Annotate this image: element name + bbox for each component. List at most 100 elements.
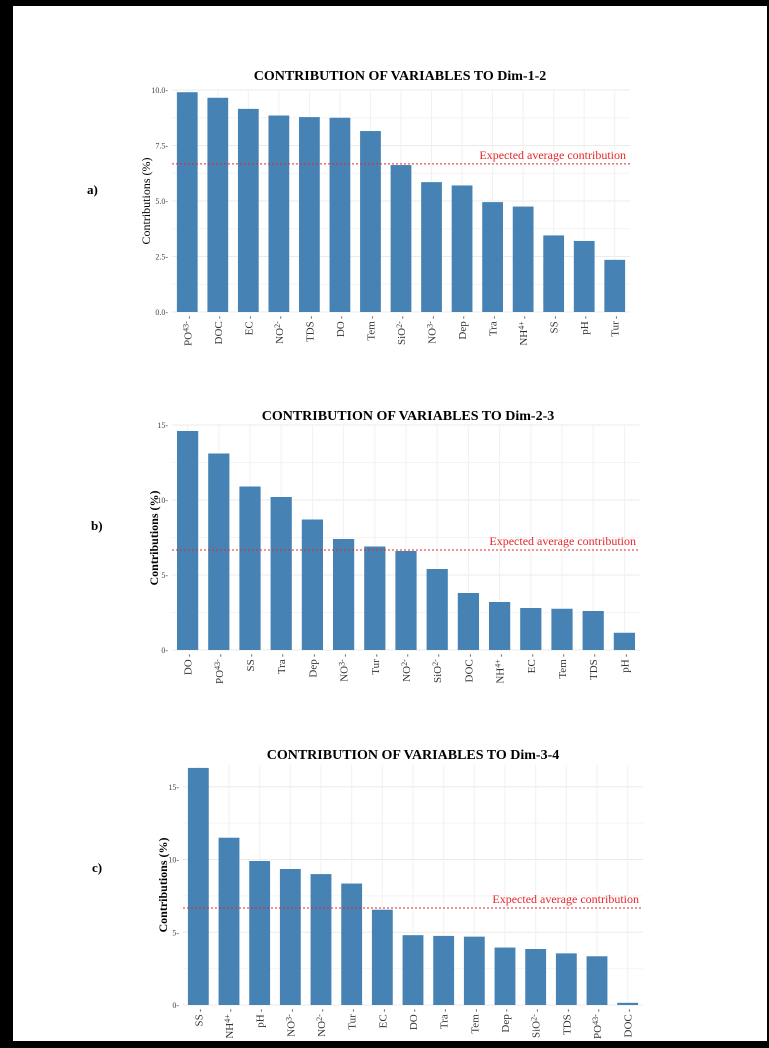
bar xyxy=(239,486,261,650)
x-tick-label: pH - xyxy=(255,1009,267,1028)
x-tick-label: PO43- - xyxy=(591,1009,604,1039)
expected-average-label: Expected average contribution xyxy=(492,892,639,906)
x-tick-label: Dep - xyxy=(457,316,469,340)
bar xyxy=(176,92,198,312)
bar xyxy=(512,206,534,312)
x-tick-label: DOC - xyxy=(463,654,475,682)
x-tick-label: SS - xyxy=(549,316,561,334)
x-tick-label: NO3- - xyxy=(426,316,439,344)
x-tick-label: NO2- - xyxy=(315,1009,328,1037)
bars xyxy=(187,767,639,1005)
x-tick-label: SS - xyxy=(193,1009,205,1027)
bars xyxy=(176,92,626,312)
chart-title: CONTRIBUTION OF VARIABLES TO Dim-2-3 xyxy=(262,409,555,424)
x-tick-label: pH - xyxy=(619,654,631,673)
bar xyxy=(613,632,636,650)
bar xyxy=(341,883,363,1005)
y-axis-label: Contributions (%) xyxy=(139,158,153,245)
chart-panel-c: c) CONTRIBUTION OF VARIABLES TO Dim-3-4 E… xyxy=(0,735,769,1040)
bar xyxy=(332,539,355,650)
bar xyxy=(249,861,271,1005)
chart-c: CONTRIBUTION OF VARIABLES TO Dim-3-4 Expe… xyxy=(156,748,643,1039)
panel-label-b: b) xyxy=(91,518,103,533)
bar xyxy=(207,97,229,312)
x-tick-label: PO43- - xyxy=(181,316,194,346)
expected-average-label: Expected average contribution xyxy=(489,534,636,548)
y-tick-label: 5- xyxy=(161,571,168,580)
chart-panel-a: a) CONTRIBUTION OF VARIABLES TO Dim-1-2 E… xyxy=(0,60,769,360)
x-tick-label: Tra - xyxy=(276,654,288,674)
panel-label-c: c) xyxy=(92,860,103,875)
x-tick-label: Dep - xyxy=(500,1009,512,1033)
y-tick-label: 7.5- xyxy=(155,142,168,151)
bar xyxy=(482,202,503,312)
bar xyxy=(270,497,292,650)
bar xyxy=(520,608,542,650)
x-tick-label: SiO2- - xyxy=(530,1009,543,1038)
y-axis-ticks: 0- 5- 10- 15- xyxy=(168,783,179,1010)
x-tick-label: SiO2- - xyxy=(395,316,408,345)
bar xyxy=(301,519,324,650)
chart-title: CONTRIBUTION OF VARIABLES TO Dim-1-2 xyxy=(254,69,547,84)
x-tick-label: Tur - xyxy=(370,654,382,675)
bar xyxy=(360,131,381,312)
x-tick-label: DO - xyxy=(408,1009,420,1030)
x-tick-label: NO3- - xyxy=(284,1009,297,1037)
bar xyxy=(463,936,485,1005)
x-tick-label: EC - xyxy=(377,1009,389,1028)
x-axis-ticks: SS - NH4+ - pH - NO3- - NO2- - Tur - EC - DO - T… xyxy=(193,1009,634,1039)
x-tick-label: DOC - xyxy=(623,1009,635,1037)
y-tick-label: 2.5- xyxy=(155,253,168,262)
bar xyxy=(421,182,442,312)
bar xyxy=(390,165,412,312)
x-axis-ticks: PO43- - DOC - EC - NO2- - TDS - DO - Tem - SiO2… xyxy=(181,316,621,346)
x-tick-label: SS - xyxy=(245,654,257,672)
bar xyxy=(402,935,424,1005)
y-tick-label: 5- xyxy=(172,928,179,937)
bar xyxy=(494,947,516,1005)
bar xyxy=(426,569,448,650)
bar xyxy=(543,235,565,312)
bar xyxy=(573,240,595,312)
y-axis-ticks: 0.0- 2.5- 5.0- 7.5- 10.0- xyxy=(151,86,168,317)
y-tick-label: 15- xyxy=(157,421,168,430)
bar xyxy=(617,1002,639,1005)
y-tick-label: 10- xyxy=(168,856,179,865)
x-tick-label: EC - xyxy=(243,316,255,335)
y-tick-label: 5.0- xyxy=(155,197,168,206)
bar xyxy=(364,546,386,650)
bar xyxy=(555,953,577,1005)
bar xyxy=(208,453,230,650)
chart-panel-b: b) CONTRIBUTION OF VARIABLES TO Dim-2-3 E… xyxy=(0,400,769,700)
bar xyxy=(176,431,199,650)
y-tick-label: 0.0- xyxy=(155,308,168,317)
x-tick-label: pH - xyxy=(579,316,591,335)
bar xyxy=(218,837,240,1005)
bar xyxy=(451,185,473,312)
x-tick-label: NO3- - xyxy=(338,654,351,682)
bar xyxy=(488,602,511,650)
x-axis-ticks: DO - PO43- - SS - Tra - Dep - NO3- - Tur - NO2-… xyxy=(183,654,632,684)
chart-title: CONTRIBUTION OF VARIABLES TO Dim-3-4 xyxy=(267,748,560,763)
bar xyxy=(457,593,480,650)
bar xyxy=(371,909,393,1005)
bar xyxy=(299,117,320,312)
y-axis-label: Contributions (%) xyxy=(156,837,170,932)
y-axis-ticks: 0- 5- 10- 15- xyxy=(157,421,168,655)
x-tick-label: Tra - xyxy=(488,316,500,336)
bar xyxy=(433,935,455,1005)
chart-a: CONTRIBUTION OF VARIABLES TO Dim-1-2 Expe… xyxy=(139,69,630,346)
y-tick-label: 0- xyxy=(172,1001,179,1010)
x-tick-label: NH4+ - xyxy=(223,1009,236,1039)
x-tick-label: Tem - xyxy=(469,1009,481,1034)
bar xyxy=(268,115,290,312)
x-tick-label: TDS - xyxy=(561,1009,573,1035)
bar xyxy=(604,259,626,312)
y-tick-label: 15- xyxy=(168,783,179,792)
y-tick-label: 10.0- xyxy=(151,86,168,95)
y-axis-label: Contributions (%) xyxy=(147,490,161,585)
x-tick-label: PO43- - xyxy=(213,654,226,684)
x-tick-label: DO - xyxy=(183,654,195,675)
x-tick-label: TDS - xyxy=(588,654,600,680)
bar xyxy=(525,949,547,1005)
